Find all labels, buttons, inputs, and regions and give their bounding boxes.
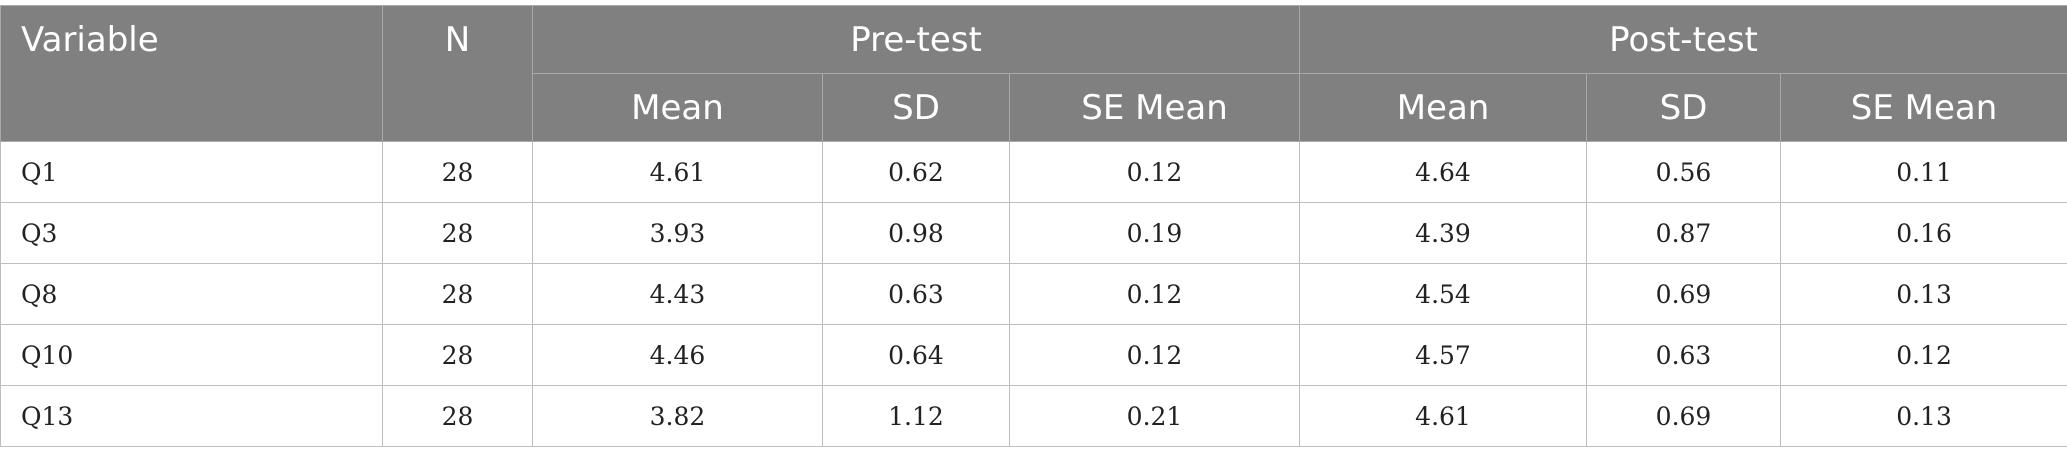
- cell-pre-se-mean: 0.12: [1008, 141, 1301, 203]
- cell-pre-mean: 4.61: [532, 141, 823, 203]
- cell-post-sd: 0.63: [1586, 324, 1782, 386]
- cell-variable: Q13: [0, 385, 383, 447]
- header-post-mean: Mean: [1299, 73, 1588, 142]
- cell-pre-se-mean: 0.12: [1008, 324, 1301, 386]
- cell-post-sd: 0.69: [1586, 385, 1782, 447]
- cell-pre-mean: 4.43: [532, 263, 823, 325]
- cell-post-se-mean: 0.12: [1780, 324, 2067, 386]
- header-pre-sd: SD: [822, 73, 1010, 142]
- cell-variable: Q3: [0, 202, 383, 264]
- cell-post-mean: 4.61: [1299, 385, 1588, 447]
- cell-post-mean: 4.64: [1299, 141, 1588, 203]
- cell-pre-sd: 0.98: [822, 202, 1010, 264]
- table-body: Q1 28 4.61 0.62 0.12 4.64 0.56 0.11 Q3 2…: [0, 141, 2067, 447]
- header-variable: Variable: [0, 5, 383, 142]
- table-row: Q8 28 4.43 0.63 0.12 4.54 0.69 0.13: [0, 263, 2067, 325]
- header-post-se-mean: SE Mean: [1780, 73, 2067, 142]
- cell-pre-sd: 0.62: [822, 141, 1010, 203]
- cell-post-se-mean: 0.13: [1780, 263, 2067, 325]
- cell-post-mean: 4.57: [1299, 324, 1588, 386]
- header-n: N: [382, 5, 533, 142]
- cell-pre-mean: 3.82: [532, 385, 823, 447]
- cell-pre-se-mean: 0.19: [1008, 202, 1301, 264]
- header-post-test: Post-test: [1299, 5, 2067, 74]
- cell-variable: Q8: [0, 263, 383, 325]
- cell-post-mean: 4.54: [1299, 263, 1588, 325]
- cell-n: 28: [382, 385, 533, 447]
- table-row: Q1 28 4.61 0.62 0.12 4.64 0.56 0.11: [0, 141, 2067, 203]
- header-pre-mean: Mean: [532, 73, 823, 142]
- header-post-sd: SD: [1586, 73, 1782, 142]
- cell-pre-mean: 4.46: [532, 324, 823, 386]
- cell-pre-sd: 1.12: [822, 385, 1010, 447]
- cell-n: 28: [382, 263, 533, 325]
- header-row-top: Variable N Pre-test Post-test: [0, 5, 2067, 142]
- cell-n: 28: [382, 202, 533, 264]
- table-row: Q13 28 3.82 1.12 0.21 4.61 0.69 0.13: [0, 385, 2067, 447]
- table-header: Variable N Pre-test Post-test Mean SD SE…: [0, 5, 2067, 142]
- cell-post-sd: 0.69: [1586, 263, 1782, 325]
- cell-pre-sd: 0.64: [822, 324, 1010, 386]
- cell-pre-se-mean: 0.21: [1008, 385, 1301, 447]
- header-row-sub: Mean SD SE Mean Mean SD SE Mean: [1, 73, 2067, 142]
- cell-pre-sd: 0.63: [822, 263, 1010, 325]
- cell-n: 28: [382, 324, 533, 386]
- cell-pre-mean: 3.93: [532, 202, 823, 264]
- cell-post-se-mean: 0.11: [1780, 141, 2067, 203]
- header-pre-test: Pre-test: [531, 5, 1301, 74]
- cell-post-se-mean: 0.13: [1780, 385, 2067, 447]
- table-row: Q10 28 4.46 0.64 0.12 4.57 0.63 0.12: [0, 324, 2067, 386]
- cell-post-se-mean: 0.16: [1780, 202, 2067, 264]
- cell-variable: Q10: [0, 324, 383, 386]
- header-pre-se-mean: SE Mean: [1008, 73, 1301, 142]
- table-container: Variable N Pre-test Post-test Mean SD SE…: [0, 5, 2067, 447]
- cell-post-mean: 4.39: [1299, 202, 1588, 264]
- table-row: Q3 28 3.93 0.98 0.19 4.39 0.87 0.16: [0, 202, 2067, 264]
- cell-post-sd: 0.87: [1586, 202, 1782, 264]
- cell-n: 28: [382, 141, 533, 203]
- cell-post-sd: 0.56: [1586, 141, 1782, 203]
- statistics-table: Variable N Pre-test Post-test Mean SD SE…: [0, 5, 2067, 447]
- cell-pre-se-mean: 0.12: [1008, 263, 1301, 325]
- cell-variable: Q1: [0, 141, 383, 203]
